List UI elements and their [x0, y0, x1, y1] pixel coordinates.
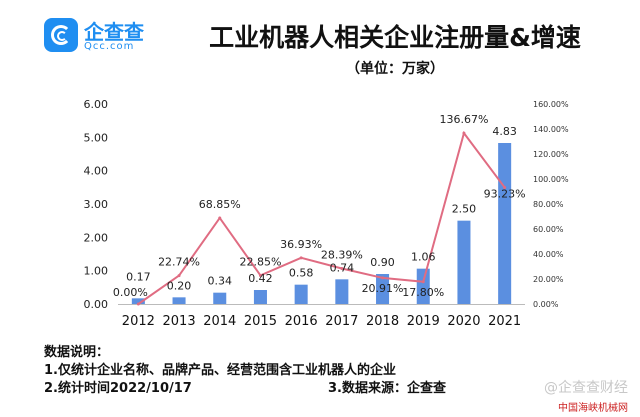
combo-chart: 0.00 1.00 2.00 3.00 4.00 5.00 6.00 0.00% 20.00% 4… — [84, 98, 569, 329]
bar — [498, 143, 512, 304]
chart-subtitle: （单位：万家） — [346, 61, 444, 77]
line-point — [136, 302, 140, 306]
right-tick-label: 160.00% — [533, 100, 569, 109]
bar-data-label: 0.20 — [167, 279, 192, 292]
right-tick-label: 40.00% — [533, 250, 564, 259]
line-data-label: 68.85% — [199, 198, 241, 211]
line-data-label: 20.91% — [362, 282, 404, 295]
bar-data-label: 1.06 — [411, 251, 436, 264]
x-tick-label: 2020 — [447, 314, 480, 329]
watermark-site: 中国海峡机械网 — [558, 403, 628, 414]
bar — [131, 298, 145, 304]
bar — [335, 279, 349, 304]
x-tick-label: 2012 — [122, 314, 155, 329]
line-data-label: 22.74% — [158, 256, 200, 269]
bar — [253, 290, 267, 304]
bar-data-label: 4.83 — [492, 125, 517, 138]
brand-sub: Qcc.com — [84, 41, 135, 52]
line-point — [462, 131, 466, 135]
line-point — [299, 256, 303, 260]
line-data-label: 136.67% — [439, 113, 488, 126]
left-tick-label: 1.00 — [84, 265, 109, 278]
x-tick-label: 2013 — [163, 314, 196, 329]
bar-data-label: 0.74 — [330, 261, 355, 274]
left-tick-label: 6.00 — [84, 98, 109, 111]
bar-data-label: 0.58 — [289, 267, 314, 280]
qcc-logo-icon — [44, 18, 78, 52]
left-tick-label: 0.00 — [84, 298, 109, 311]
bar-data-label: 2.50 — [452, 203, 477, 216]
bar — [213, 292, 227, 304]
left-tick-label: 4.00 — [84, 165, 109, 178]
left-tick-label: 2.00 — [84, 231, 109, 244]
left-tick-label: 3.00 — [84, 198, 109, 211]
right-tick-label: 120.00% — [533, 150, 569, 159]
notes-line-1: 1.仅统计企业名称、品牌产品、经营范围含工业机器人的企业 — [44, 363, 396, 378]
bar-data-label: 0.34 — [208, 275, 233, 288]
line-point — [503, 185, 507, 189]
bar — [416, 268, 430, 304]
right-tick-label: 140.00% — [533, 125, 569, 134]
notes-heading: 数据说明： — [44, 345, 110, 360]
bar — [457, 220, 471, 304]
right-tick-label: 0.00% — [533, 300, 559, 309]
line-data-label: 28.39% — [321, 249, 363, 262]
right-tick-label: 60.00% — [533, 225, 564, 234]
x-tick-label: 2018 — [366, 314, 399, 329]
bar-data-label: 0.17 — [126, 270, 151, 283]
watermark: @企查查财经 — [544, 380, 628, 396]
line-point — [177, 274, 181, 278]
brand-name: 企查查 — [84, 20, 144, 44]
notes-line-2: 2.统计时间2022/10/17 — [44, 381, 192, 396]
notes-line-3: 3.数据来源：企查查 — [328, 381, 446, 396]
chart-title: 工业机器人相关企业注册量&增速 — [209, 23, 581, 52]
line-point — [218, 216, 222, 220]
line-data-label: 0.00% — [113, 286, 148, 299]
line-point — [340, 267, 344, 271]
x-tick-label: 2016 — [285, 314, 318, 329]
line-data-label: 36.93% — [280, 238, 322, 251]
x-tick-label: 2017 — [325, 314, 358, 329]
bar — [172, 297, 186, 304]
line-point — [381, 276, 385, 280]
data-notes: 数据说明： 1.仅统计企业名称、品牌产品、经营范围含工业机器人的企业 2.统计时… — [44, 344, 446, 398]
x-tick-label: 2021 — [488, 314, 521, 329]
growth-line — [137, 130, 506, 305]
right-tick-label: 80.00% — [533, 200, 564, 209]
line-point — [258, 273, 262, 277]
right-tick-label: 100.00% — [533, 175, 569, 184]
brand-logo: 企查查 Qcc.com — [44, 14, 164, 56]
bar-data-label: 0.42 — [248, 272, 273, 285]
x-tick-label: 2019 — [407, 314, 440, 329]
right-tick-label: 20.00% — [533, 275, 564, 284]
bar-data-label: 0.90 — [370, 256, 395, 269]
line-point — [421, 280, 425, 284]
x-tick-label: 2015 — [244, 314, 277, 329]
line-data-label: 22.85% — [239, 255, 281, 268]
line-data-label: 93.23% — [484, 187, 526, 200]
bar — [376, 274, 390, 304]
line-data-label: 17.80% — [402, 286, 444, 299]
bar — [294, 284, 308, 304]
left-tick-label: 5.00 — [84, 131, 109, 144]
x-tick-label: 2014 — [203, 314, 236, 329]
